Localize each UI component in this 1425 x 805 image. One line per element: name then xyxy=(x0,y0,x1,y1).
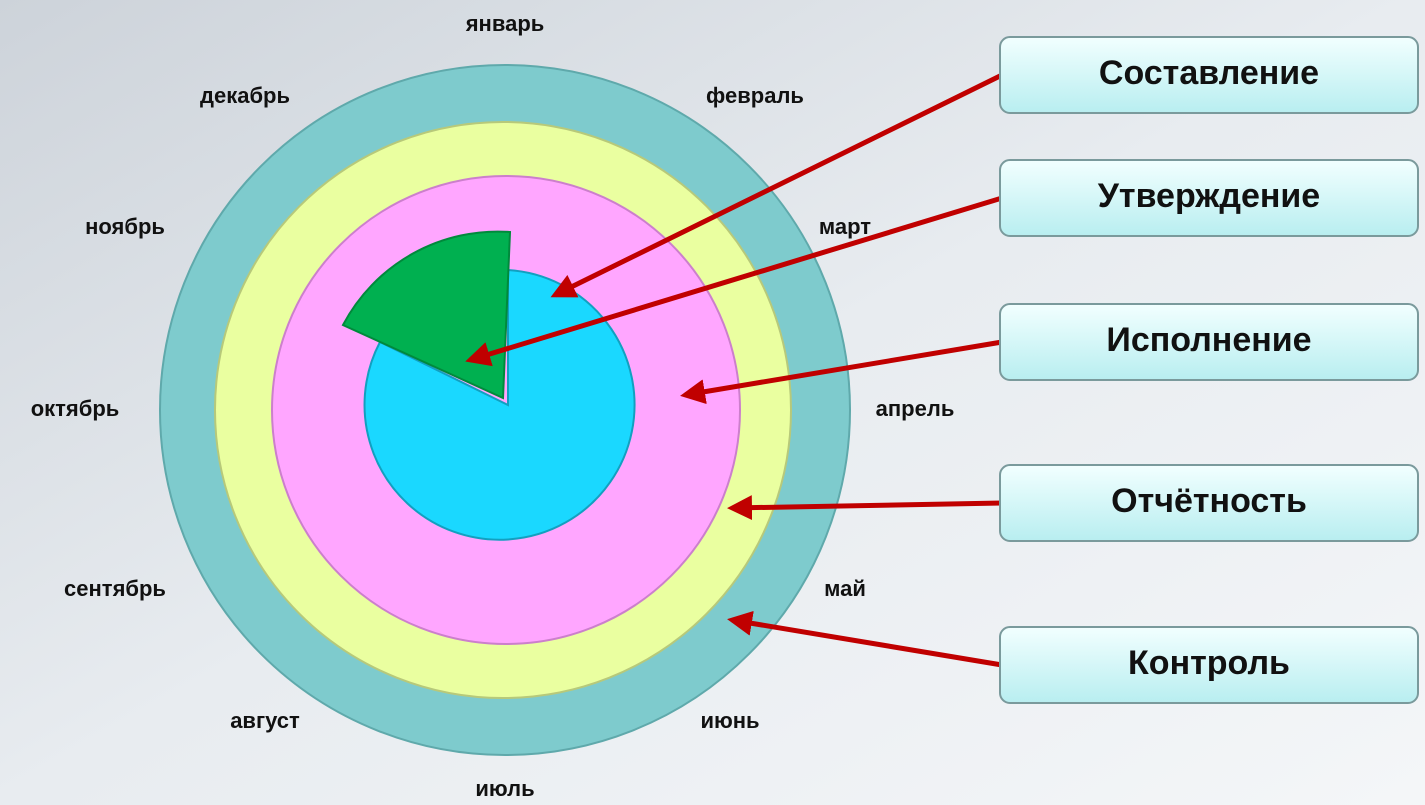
month-label: декабрь xyxy=(200,83,290,108)
month-label: февраль xyxy=(706,83,804,108)
arrow xyxy=(465,195,1003,367)
month-label: июль xyxy=(475,776,534,801)
stage-box xyxy=(999,464,1419,542)
stage-label: Исполнение xyxy=(1106,321,1311,359)
month-label: апрель xyxy=(876,396,955,421)
arrow xyxy=(727,495,1003,521)
arrow xyxy=(550,72,1004,298)
month-label: ноябрь xyxy=(85,214,165,239)
arrow xyxy=(727,610,1003,668)
month-label: октябрь xyxy=(31,396,120,421)
month-label: август xyxy=(230,708,300,733)
stage-box xyxy=(999,36,1419,114)
month-label: январь xyxy=(465,11,545,36)
month-label: июнь xyxy=(700,708,759,733)
month-label: май xyxy=(824,576,866,601)
pie-compilation xyxy=(363,268,636,541)
arrow xyxy=(680,339,1003,405)
stage-box xyxy=(999,626,1419,704)
month-label: март xyxy=(819,214,871,239)
stage-box xyxy=(999,159,1419,237)
stage-label: Составление xyxy=(1099,54,1319,92)
stage-label: Утверждение xyxy=(1098,177,1320,215)
stage-label: Контроль xyxy=(1128,644,1290,682)
stage-box xyxy=(999,303,1419,381)
stage-label: Отчётность xyxy=(1111,482,1307,520)
month-label: сентябрь xyxy=(64,576,166,601)
